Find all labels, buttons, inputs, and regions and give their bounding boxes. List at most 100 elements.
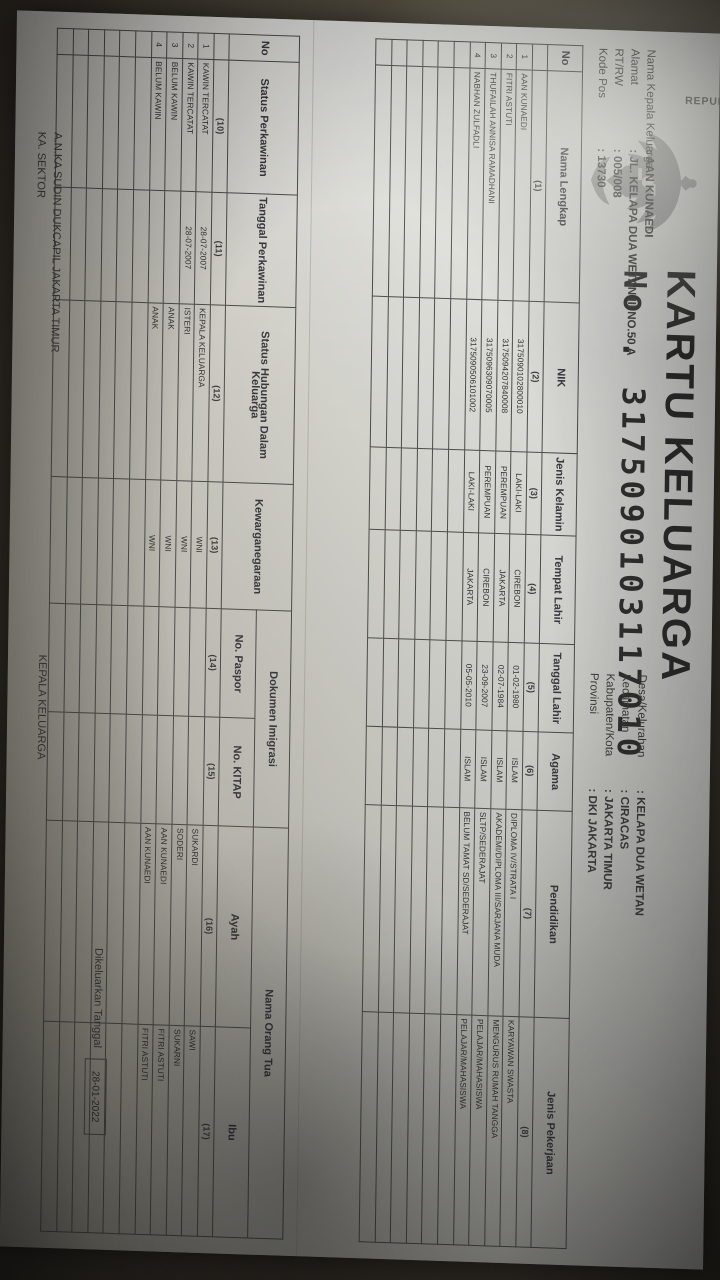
group-spacer-0: No	[228, 33, 300, 63]
label-rt-rw: RT/RW	[611, 48, 625, 87]
cell-r8-c3	[384, 447, 402, 531]
cell-r3-c2	[147, 190, 165, 304]
cell-r0-c5: 01-02-1980	[507, 642, 525, 732]
cell-r6-c5	[94, 604, 113, 714]
col-num-1: (10)	[211, 59, 229, 193]
col-num-3: (12)	[207, 304, 226, 483]
value-rt-rw: : 005/008	[610, 148, 624, 198]
cell-r8-c8	[374, 1012, 394, 1243]
cell-r9-c5	[366, 637, 384, 727]
cell-r0-c2: 28-07-2007	[194, 191, 212, 305]
head-of-family-label: KEPALA KELUARGA	[34, 654, 49, 760]
cell-r4-c1	[133, 56, 152, 191]
value-kode-pos: : 13730	[594, 148, 608, 188]
cell-r1-c1: KAWIN TERCATAT	[180, 58, 199, 192]
cell-r1-c5	[173, 607, 191, 717]
cell-r4-c2	[448, 298, 467, 450]
col-num-8: (17)	[197, 1026, 216, 1237]
cell-r6-c8	[406, 1013, 426, 1244]
label-desa-kelurahan: Desa/Kelurahan	[634, 674, 648, 758]
cell-r9-c3	[369, 446, 386, 530]
cell-r3-c4: WNI	[143, 479, 161, 607]
cell-r5-c0: 6	[119, 30, 136, 57]
label-kabupaten-kota: Kabupaten/Kota	[602, 673, 616, 757]
cell-r8-c4	[65, 476, 83, 605]
cell-r1-c5: 02-07-1984	[491, 641, 509, 731]
cell-r2-c3: PEREMPUAN	[478, 450, 496, 534]
cell-r1-c3: ISTERI	[176, 303, 195, 482]
cell-r7-c8	[390, 1012, 410, 1244]
col-header-8: Ibu	[212, 1026, 251, 1238]
group-header-nama-orang-tua: Nama Orang Tua	[247, 826, 289, 1240]
cell-r1-c0: 2	[500, 42, 517, 70]
col-header-7: Ayah	[215, 825, 254, 1028]
cell-r9-c1	[372, 64, 392, 297]
cell-r7-c1	[403, 65, 423, 298]
cell-r0-c4: CIREBON	[508, 533, 526, 643]
cell-r6-c5	[413, 639, 431, 729]
cell-r7-c7	[74, 821, 94, 1023]
cell-r0-c7: DIPLOMA IV/STRATA I	[503, 809, 522, 1017]
col-num-7: (7)	[519, 809, 538, 1018]
family-members-table-bottom: No Status Perkawinan Tanggal Perkawinan Sta…	[40, 28, 300, 1240]
cell-r2-c6: ISLAM	[474, 729, 492, 809]
cell-r2-c7: SLTP/SEDERAJAT	[472, 808, 491, 1016]
cell-r5-c5	[429, 639, 446, 729]
cell-r0-c8: SAWI	[181, 1025, 201, 1237]
cell-r2-c4: CIREBON	[477, 532, 495, 642]
cell-r4-c0: 5	[453, 41, 470, 69]
cell-r4-c5	[444, 640, 462, 730]
cell-r5-c2	[116, 189, 134, 303]
cell-r2-c7: AAN KUNAEDI	[153, 823, 172, 1026]
col-header-8: Jenis Pekerjaan	[530, 1017, 570, 1249]
cell-r4-c6	[124, 714, 142, 824]
cell-r2-c1: BELUM KAWIN	[164, 58, 183, 192]
col-num-7: (16)	[200, 825, 219, 1027]
cell-r3-c3: LAKI-LAKI	[463, 449, 480, 533]
official-line-2: KA. SEKTOR	[34, 131, 48, 199]
cell-r7-c2	[85, 188, 103, 302]
issued-label: Dikeluarkan Tanggal	[90, 947, 105, 1049]
cell-r8-c0: 9	[72, 28, 89, 56]
cell-r4-c3	[447, 449, 465, 533]
group-header-dokumen-imigrasi: Dokumen Imigrasi	[253, 609, 292, 829]
cell-r2-c5	[157, 606, 175, 716]
col-num-4: (4)	[524, 534, 541, 644]
cell-r3-c7: BELUM TAMAT SD/SEDERAJAT	[456, 807, 475, 1016]
cell-r7-c5	[397, 638, 415, 728]
cell-r6-c2	[417, 297, 436, 449]
cell-r8-c7	[378, 805, 397, 1013]
cell-r1-c8: SUKARNI	[166, 1025, 185, 1236]
cell-r9-c0: 10	[375, 38, 392, 66]
cell-r9-c2	[370, 296, 389, 448]
col-header-2: NIK	[542, 301, 580, 454]
cell-r6-c3	[416, 448, 433, 532]
cell-r3-c1: BELUM KAWIN	[149, 57, 167, 191]
group-spacer-2: Tanggal Perkawinan	[225, 192, 298, 308]
cell-r8-c0: 9	[391, 39, 408, 66]
cell-r3-c4: JAKARTA	[461, 532, 479, 642]
cell-r1-c6: ISLAM	[490, 730, 508, 810]
cell-r8-c1	[388, 65, 407, 298]
col-num-5: (5)	[523, 642, 540, 732]
cell-r8-c7	[59, 820, 78, 1023]
cell-r7-c3	[82, 300, 101, 478]
cell-r4-c7	[440, 807, 460, 1015]
cell-r4-c4	[445, 531, 464, 641]
cell-r7-c6	[396, 727, 414, 807]
cell-r4-c3	[129, 302, 148, 480]
label-kode-pos: Kode Pos	[595, 47, 609, 99]
col-num-4: (13)	[206, 481, 223, 609]
cell-r3-c5: 05-05-2010	[460, 640, 478, 730]
cell-r5-c8	[103, 1023, 122, 1234]
cell-r1-c2: 3175094207840008	[495, 300, 514, 452]
cell-r5-c1	[117, 56, 136, 190]
cell-r3-c2: 3175090506101002	[464, 299, 483, 451]
cell-r3-c0: 4	[151, 31, 168, 59]
cell-r5-c7	[425, 806, 444, 1015]
col-header-6: Agama	[537, 731, 574, 812]
cell-r8-c2	[385, 296, 404, 448]
cell-r2-c8: FITRI ASTUTI	[150, 1024, 169, 1236]
cell-r2-c4: WNI	[159, 480, 177, 608]
